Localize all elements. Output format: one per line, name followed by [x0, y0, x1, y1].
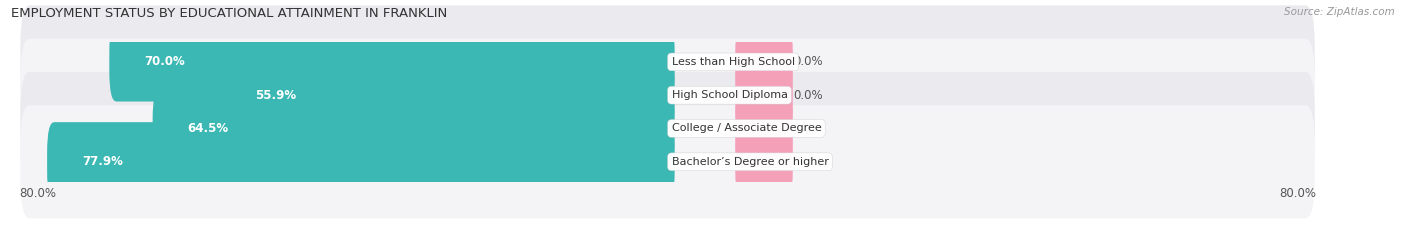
FancyBboxPatch shape	[735, 122, 793, 201]
Text: College / Associate Degree: College / Associate Degree	[672, 123, 821, 134]
Text: 0.0%: 0.0%	[793, 122, 823, 135]
Text: 70.0%: 70.0%	[143, 55, 184, 69]
FancyBboxPatch shape	[221, 56, 675, 135]
FancyBboxPatch shape	[735, 56, 793, 135]
Text: 0.0%: 0.0%	[793, 55, 823, 69]
Text: 55.9%: 55.9%	[254, 89, 297, 102]
FancyBboxPatch shape	[110, 22, 675, 102]
FancyBboxPatch shape	[153, 89, 675, 168]
FancyBboxPatch shape	[20, 5, 1315, 119]
FancyBboxPatch shape	[20, 105, 1315, 218]
Text: 77.9%: 77.9%	[82, 155, 122, 168]
Text: 0.0%: 0.0%	[793, 89, 823, 102]
FancyBboxPatch shape	[20, 72, 1315, 185]
Text: Source: ZipAtlas.com: Source: ZipAtlas.com	[1284, 7, 1395, 17]
FancyBboxPatch shape	[735, 89, 793, 168]
FancyBboxPatch shape	[20, 39, 1315, 152]
Text: EMPLOYMENT STATUS BY EDUCATIONAL ATTAINMENT IN FRANKLIN: EMPLOYMENT STATUS BY EDUCATIONAL ATTAINM…	[11, 7, 447, 20]
FancyBboxPatch shape	[48, 122, 675, 201]
Text: 0.0%: 0.0%	[793, 155, 823, 168]
FancyBboxPatch shape	[735, 22, 793, 102]
Text: High School Diploma: High School Diploma	[672, 90, 787, 100]
Text: 64.5%: 64.5%	[187, 122, 228, 135]
Text: Bachelor’s Degree or higher: Bachelor’s Degree or higher	[672, 157, 828, 167]
Text: Less than High School: Less than High School	[672, 57, 794, 67]
